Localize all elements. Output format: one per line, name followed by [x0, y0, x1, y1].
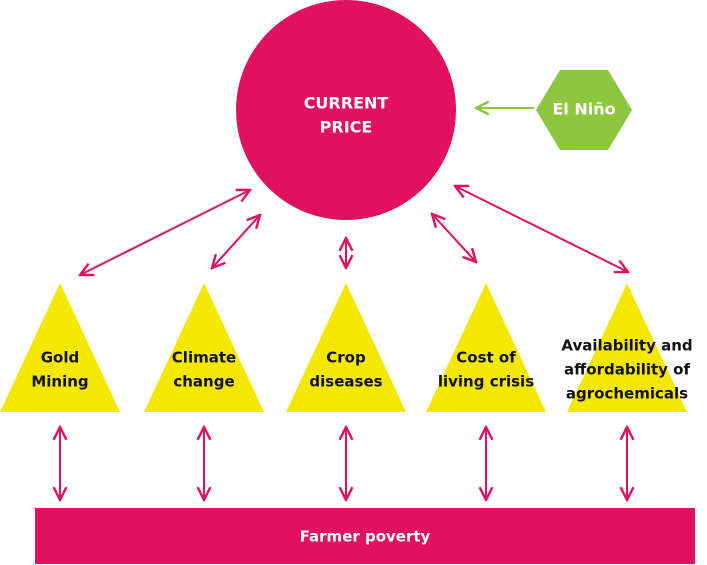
hexagon	[536, 70, 632, 150]
center-label: PRICE	[320, 118, 373, 137]
triangle	[286, 283, 406, 412]
factor-label: Gold	[41, 349, 80, 367]
triangle	[426, 283, 546, 412]
factor-label: Crop	[326, 349, 366, 367]
outcome-bar	[35, 508, 695, 564]
factor-label: living crisis	[438, 373, 534, 391]
factor-label: change	[173, 373, 234, 391]
factor-label: Climate	[172, 349, 236, 367]
factors: Gold Mining Climate change Crop diseases Cost …	[0, 283, 693, 500]
factor-label: Availability and	[561, 337, 692, 355]
factor-label: diseases	[309, 373, 382, 391]
factor-label: agrochemicals	[566, 385, 688, 403]
triangle	[0, 283, 120, 412]
factor-label: Mining	[31, 373, 88, 391]
triangle	[144, 283, 264, 412]
center-circle	[236, 0, 456, 220]
factor-label: affordability of	[564, 361, 690, 379]
influence-label: El Niño	[552, 100, 615, 119]
factor-label: Cost of	[456, 349, 516, 367]
connectors	[80, 186, 628, 275]
center-label: CURRENT	[304, 94, 389, 113]
triangle	[567, 283, 687, 412]
outcome-label: Farmer poverty	[300, 528, 431, 546]
